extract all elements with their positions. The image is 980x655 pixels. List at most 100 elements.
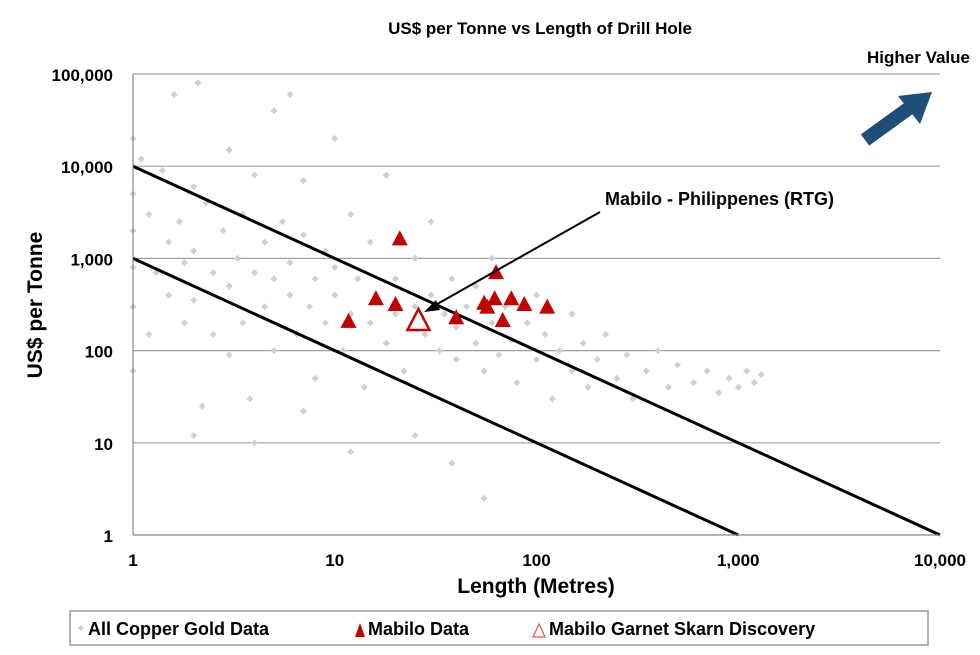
copper-gold-data-point	[548, 395, 556, 403]
copper-gold-data-point	[286, 90, 294, 98]
copper-gold-data-point	[246, 395, 254, 403]
copper-gold-data-point	[347, 210, 355, 218]
copper-gold-data-point	[452, 323, 460, 331]
mabilo-arrowhead	[424, 300, 440, 312]
x-tick-label: 10	[325, 551, 344, 570]
legend-triangle-filled-icon	[355, 623, 365, 637]
copper-gold-data-point	[452, 356, 460, 364]
copper-gold-data-point	[331, 134, 339, 142]
copper-gold-data-point	[533, 356, 540, 364]
copper-gold-data-point	[270, 275, 278, 283]
copper-gold-data-point	[354, 275, 362, 283]
mabilo-data-point	[503, 290, 520, 306]
copper-gold-data-point	[593, 356, 601, 364]
copper-gold-data-point	[250, 439, 258, 447]
copper-gold-data-point	[225, 351, 233, 359]
mabilo-data-point	[539, 298, 556, 314]
mabilo-data-point	[516, 296, 533, 312]
y-tick-label: 10	[94, 435, 113, 454]
copper-gold-data-point	[689, 379, 697, 387]
y-tick-label: 100	[85, 343, 113, 362]
copper-gold-data-point	[137, 155, 145, 163]
copper-gold-data-point	[299, 407, 307, 415]
copper-gold-data-point	[725, 374, 733, 382]
mabilo-discovery-point	[405, 306, 432, 332]
y-tick-label: 1,000	[70, 250, 113, 269]
higher-value-arrow-icon	[860, 92, 932, 146]
copper-gold-data-point	[579, 339, 587, 347]
copper-gold-data-point	[382, 339, 390, 347]
copper-gold-data-point	[480, 367, 488, 375]
copper-gold-data-point	[198, 402, 206, 410]
copper-gold-data-point	[602, 330, 610, 338]
copper-gold-data-point	[435, 347, 443, 355]
reference-line	[132, 257, 739, 537]
copper-gold-data-point	[480, 494, 488, 502]
copper-gold-data-point	[421, 330, 429, 338]
x-tick-label: 1	[128, 551, 137, 570]
copper-gold-data-point	[250, 269, 258, 277]
y-tick-label: 10,000	[61, 158, 113, 177]
copper-gold-data-point	[366, 319, 374, 327]
copper-gold-data-point	[513, 379, 521, 387]
copper-gold-data-point	[533, 291, 540, 299]
copper-gold-data-point	[411, 254, 419, 262]
copper-gold-data-point	[391, 310, 399, 318]
copper-gold-data-point	[165, 238, 173, 246]
copper-gold-data-point	[306, 303, 314, 311]
copper-gold-data-point	[757, 371, 765, 379]
copper-gold-data-point	[175, 218, 183, 226]
chart-title: US$ per Tonne vs Length of Drill Hole	[388, 19, 692, 38]
copper-gold-data-point	[234, 254, 242, 262]
copper-gold-data-point	[190, 296, 198, 304]
copper-gold-data-point	[286, 291, 294, 299]
mabilo-data-point	[391, 230, 408, 246]
copper-gold-data-point	[225, 282, 233, 290]
copper-gold-data-point	[568, 367, 576, 375]
copper-gold-data-point	[715, 389, 723, 397]
legend-diamond-icon	[78, 625, 84, 631]
legend: All Copper Gold Data Mabilo Data Mabilo …	[69, 610, 929, 646]
y-axis-label: US$ per Tonne	[24, 232, 47, 379]
copper-gold-data-point	[523, 319, 531, 327]
copper-gold-data-point	[209, 269, 217, 277]
copper-gold-data-point	[448, 459, 456, 467]
copper-gold-data-point	[347, 448, 355, 456]
x-tick-label: 100	[522, 551, 550, 570]
copper-gold-data-point	[286, 259, 294, 267]
copper-gold-data-point	[219, 227, 227, 235]
copper-gold-data-point	[448, 275, 456, 283]
copper-gold-data-point	[270, 107, 278, 115]
copper-gold-data-point	[664, 383, 672, 391]
copper-gold-data-point	[158, 166, 166, 174]
copper-gold-data-point	[642, 367, 650, 375]
copper-gold-data-point	[472, 282, 480, 290]
copper-gold-data-point	[584, 383, 592, 391]
copper-gold-data-point	[311, 275, 319, 283]
copper-gold-data-point	[674, 361, 682, 369]
mabilo-data-point	[367, 290, 384, 306]
copper-gold-data-point	[170, 90, 178, 98]
copper-gold-data-point	[411, 431, 419, 439]
x-axis-label: Length (Metres)	[457, 575, 615, 598]
copper-gold-data-point	[299, 231, 307, 239]
copper-gold-data-point	[239, 319, 247, 327]
copper-gold-data-point	[331, 291, 339, 299]
copper-gold-data-point	[488, 319, 496, 327]
copper-gold-data-point	[145, 330, 153, 338]
copper-gold-data-point	[629, 395, 637, 403]
copper-gold-data-point	[441, 310, 449, 318]
copper-gold-data-point	[261, 238, 269, 246]
copper-gold-data-point	[463, 303, 471, 311]
copper-gold-data-point	[331, 263, 339, 271]
copper-gold-data-point	[360, 383, 368, 391]
mabilo-data-point	[448, 309, 465, 325]
copper-gold-data-point	[190, 431, 198, 439]
copper-gold-data-point	[541, 330, 549, 338]
copper-gold-data-point	[270, 347, 278, 355]
x-tick-label: 1,000	[717, 551, 760, 570]
copper-gold-data-point	[400, 367, 408, 375]
copper-gold-data-point	[322, 319, 330, 327]
